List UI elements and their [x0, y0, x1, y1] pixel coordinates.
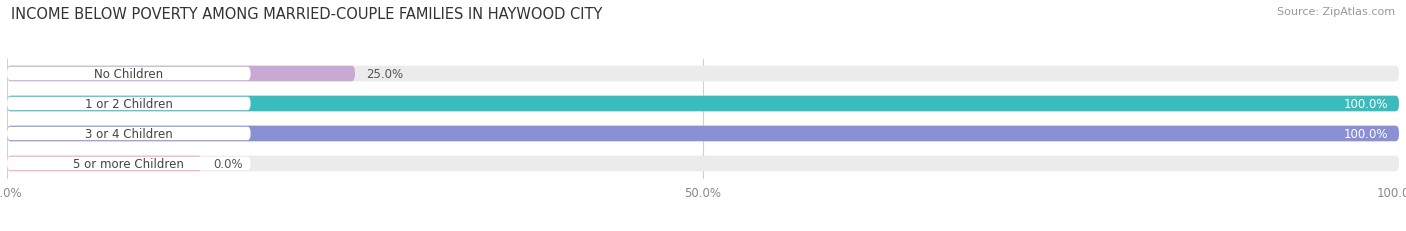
Text: INCOME BELOW POVERTY AMONG MARRIED-COUPLE FAMILIES IN HAYWOOD CITY: INCOME BELOW POVERTY AMONG MARRIED-COUPL…: [11, 7, 603, 22]
Text: 5 or more Children: 5 or more Children: [73, 157, 184, 170]
FancyBboxPatch shape: [7, 67, 250, 81]
FancyBboxPatch shape: [7, 96, 1399, 112]
FancyBboxPatch shape: [7, 66, 354, 82]
FancyBboxPatch shape: [7, 157, 250, 170]
Text: 25.0%: 25.0%: [366, 68, 404, 81]
Text: 0.0%: 0.0%: [214, 157, 243, 170]
Text: 3 or 4 Children: 3 or 4 Children: [84, 128, 173, 140]
Text: Source: ZipAtlas.com: Source: ZipAtlas.com: [1277, 7, 1395, 17]
FancyBboxPatch shape: [7, 126, 1399, 142]
Text: 100.0%: 100.0%: [1343, 97, 1388, 110]
FancyBboxPatch shape: [7, 127, 250, 141]
FancyBboxPatch shape: [7, 156, 202, 172]
FancyBboxPatch shape: [7, 126, 1399, 142]
Text: No Children: No Children: [94, 68, 163, 81]
Text: 1 or 2 Children: 1 or 2 Children: [84, 97, 173, 110]
FancyBboxPatch shape: [7, 96, 1399, 112]
FancyBboxPatch shape: [7, 66, 1399, 82]
FancyBboxPatch shape: [7, 97, 250, 111]
FancyBboxPatch shape: [7, 156, 1399, 172]
Text: 100.0%: 100.0%: [1343, 128, 1388, 140]
